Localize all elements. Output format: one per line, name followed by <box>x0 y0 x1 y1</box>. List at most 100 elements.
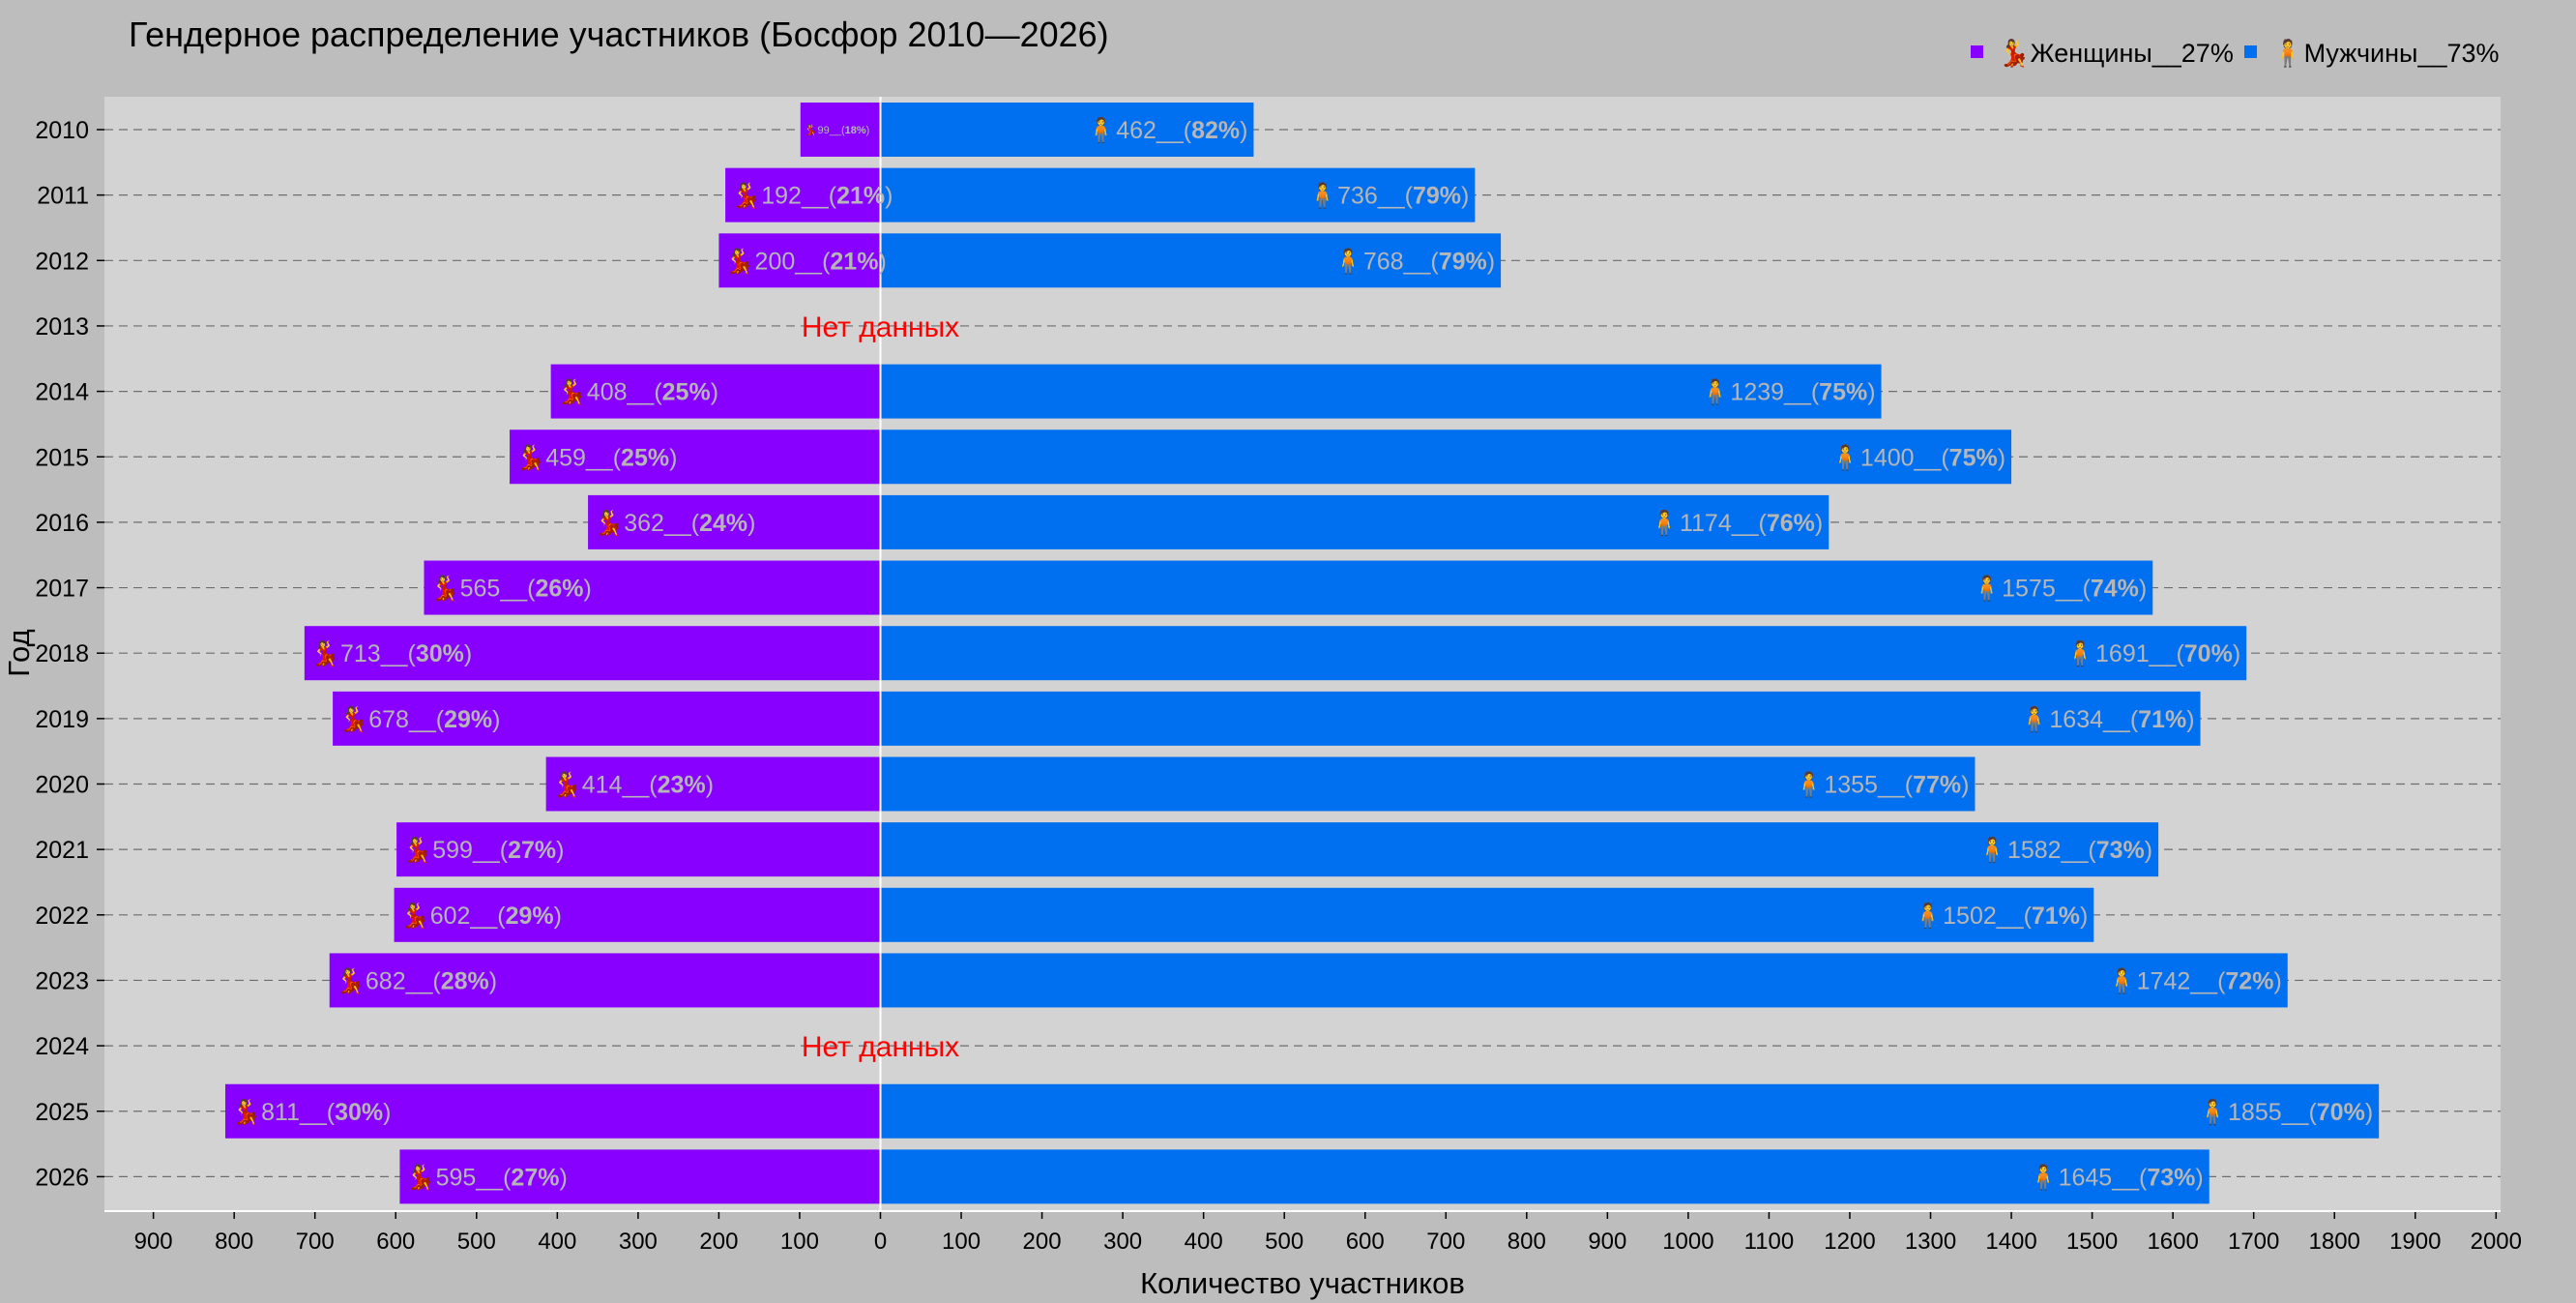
x-tick-label: 1800 <box>2309 1229 2360 1255</box>
legend-label-women: 💃Женщины__27% <box>1998 38 2234 69</box>
bar-women <box>510 429 881 485</box>
x-tick-label: 700 <box>1426 1229 1465 1255</box>
y-tick-label: 2024 <box>35 1033 89 1060</box>
y-tick-label: 2020 <box>35 772 89 799</box>
bar-label-women: 💃595__(27%) <box>405 1163 567 1192</box>
bar-men <box>880 560 2153 615</box>
y-tick-label: 2021 <box>35 837 89 864</box>
bar-women <box>550 364 881 419</box>
bar-label-women: 💃200__(21%) <box>724 247 886 276</box>
bar-label-men: 🧍736__(79%) <box>1307 182 1469 210</box>
legend-label-men: 🧍Мужчины__73% <box>2271 38 2500 68</box>
bar-label-men: 🧍1400__(75%) <box>1830 443 2005 471</box>
chart-title: Гендерное распределение участников (Босф… <box>129 15 1109 54</box>
x-tick-label: 100 <box>942 1229 981 1255</box>
bar-labels: 💃99__(18%) 🧍462__(82%) 💃192__(21%) 🧍736__(7… <box>231 116 2373 1192</box>
y-tick-label: 2023 <box>35 967 89 994</box>
bar-label-women: 💃99__(18%) <box>805 124 870 136</box>
bar-men <box>880 756 1976 812</box>
bar-women <box>329 953 881 1008</box>
bar-label-men: 🧍1502__(71%) <box>1913 902 2088 930</box>
bar-men <box>880 429 2012 485</box>
bars <box>224 103 2380 1204</box>
x-tick-label: 2000 <box>2471 1229 2522 1255</box>
x-tick-labels: 900 800 700 600 500 400 300 200 100 0 100 200 300 400… <box>104 1210 2522 1255</box>
bar-men <box>880 626 2247 681</box>
x-tick-label: 1100 <box>1744 1229 1795 1255</box>
x-tick-label: 1200 <box>1824 1229 1875 1255</box>
bar-men <box>880 691 2201 746</box>
bar-men <box>880 1149 2210 1204</box>
bar-label-men: 🧍1691__(70%) <box>2065 639 2240 667</box>
x-tick-label: 100 <box>780 1229 819 1255</box>
x-tick-label: 700 <box>296 1229 335 1255</box>
x-tick-label: 1300 <box>1905 1229 1956 1255</box>
bar-label-men: 🧍462__(82%) <box>1086 116 1247 144</box>
y-tick-label: 2013 <box>35 313 89 341</box>
bar-women <box>224 1083 881 1139</box>
bar-label-women: 💃192__(21%) <box>731 182 893 211</box>
bar-women <box>725 167 881 222</box>
y-tick-label: 2011 <box>37 183 89 210</box>
bar-women <box>588 494 881 549</box>
bar-women <box>304 626 881 681</box>
bar-men <box>880 233 1502 288</box>
legend-swatch-women <box>1971 45 1983 58</box>
bar-women <box>718 233 881 288</box>
y-tick-label: 2026 <box>35 1164 89 1191</box>
bar-men <box>880 167 1476 222</box>
x-tick-label: 500 <box>1265 1229 1303 1255</box>
y-tick-label: 2025 <box>35 1099 89 1126</box>
bar-label-men: 🧍1355__(77%) <box>1794 771 1969 799</box>
x-tick-label: 900 <box>1588 1229 1626 1255</box>
x-tick-label: 1700 <box>2228 1229 2279 1255</box>
x-tick-label: 500 <box>457 1229 496 1255</box>
bar-men <box>880 494 1830 549</box>
y-tick-label: 2022 <box>35 903 89 930</box>
bar-label-men: 🧍1174__(76%) <box>1650 509 1823 537</box>
bar-label-men: 🧍1239__(75%) <box>1700 378 1875 406</box>
bar-men <box>880 887 2094 942</box>
bar-men <box>880 364 1882 419</box>
x-tick-label: 1500 <box>2066 1229 2118 1255</box>
x-tick-label: 800 <box>215 1229 253 1255</box>
x-tick-label: 300 <box>619 1229 658 1255</box>
y-tick-label: 2014 <box>35 379 89 406</box>
bar-label-women: 💃811__(30%) <box>231 1098 392 1127</box>
legend: 💃Женщины__27% 🧍Мужчины__73% <box>1971 38 2500 69</box>
y-tick-label: 2016 <box>35 510 89 537</box>
bar-label-men: 🧍1742__(72%) <box>2107 966 2282 994</box>
x-tick-label: 0 <box>874 1229 887 1255</box>
bar-women <box>424 560 881 615</box>
y-tick-labels: 2010 2011 2012 2013 2014 2015 2016 2017 2018 2019… <box>35 117 104 1191</box>
bar-label-women: 💃459__(25%) <box>515 443 677 472</box>
bar-women <box>396 822 881 877</box>
bar-women <box>399 1149 881 1204</box>
y-tick-label: 2018 <box>35 640 89 667</box>
y-tick-label: 2017 <box>35 576 89 603</box>
y-tick-label: 2015 <box>35 444 89 471</box>
bar-label-women: 💃599__(27%) <box>402 836 564 865</box>
bar-women <box>394 887 881 942</box>
x-tick-label: 400 <box>538 1229 576 1255</box>
x-tick-label: 900 <box>134 1229 173 1255</box>
x-tick-label: 600 <box>1346 1229 1385 1255</box>
x-tick-label: 600 <box>376 1229 415 1255</box>
x-tick-label: 1600 <box>2147 1229 2198 1255</box>
x-tick-label: 400 <box>1185 1229 1223 1255</box>
bar-label-women: 💃713__(30%) <box>310 639 472 668</box>
x-tick-label: 1400 <box>1985 1229 2036 1255</box>
x-tick-label: 800 <box>1508 1229 1546 1255</box>
bar-label-women: 💃678__(29%) <box>338 705 500 734</box>
y-tick-label: 2019 <box>35 706 89 733</box>
y-axis-label: Год <box>2 629 36 676</box>
x-tick-label: 200 <box>699 1229 738 1255</box>
bar-label-women: 💃408__(25%) <box>557 378 718 407</box>
x-tick-label: 200 <box>1023 1229 1062 1255</box>
x-tick-label: 1900 <box>2389 1229 2441 1255</box>
bar-women <box>545 756 881 812</box>
bar-label-women: 💃565__(26%) <box>429 575 591 604</box>
y-tick-label: 2012 <box>35 248 89 275</box>
bar-women <box>333 691 881 746</box>
